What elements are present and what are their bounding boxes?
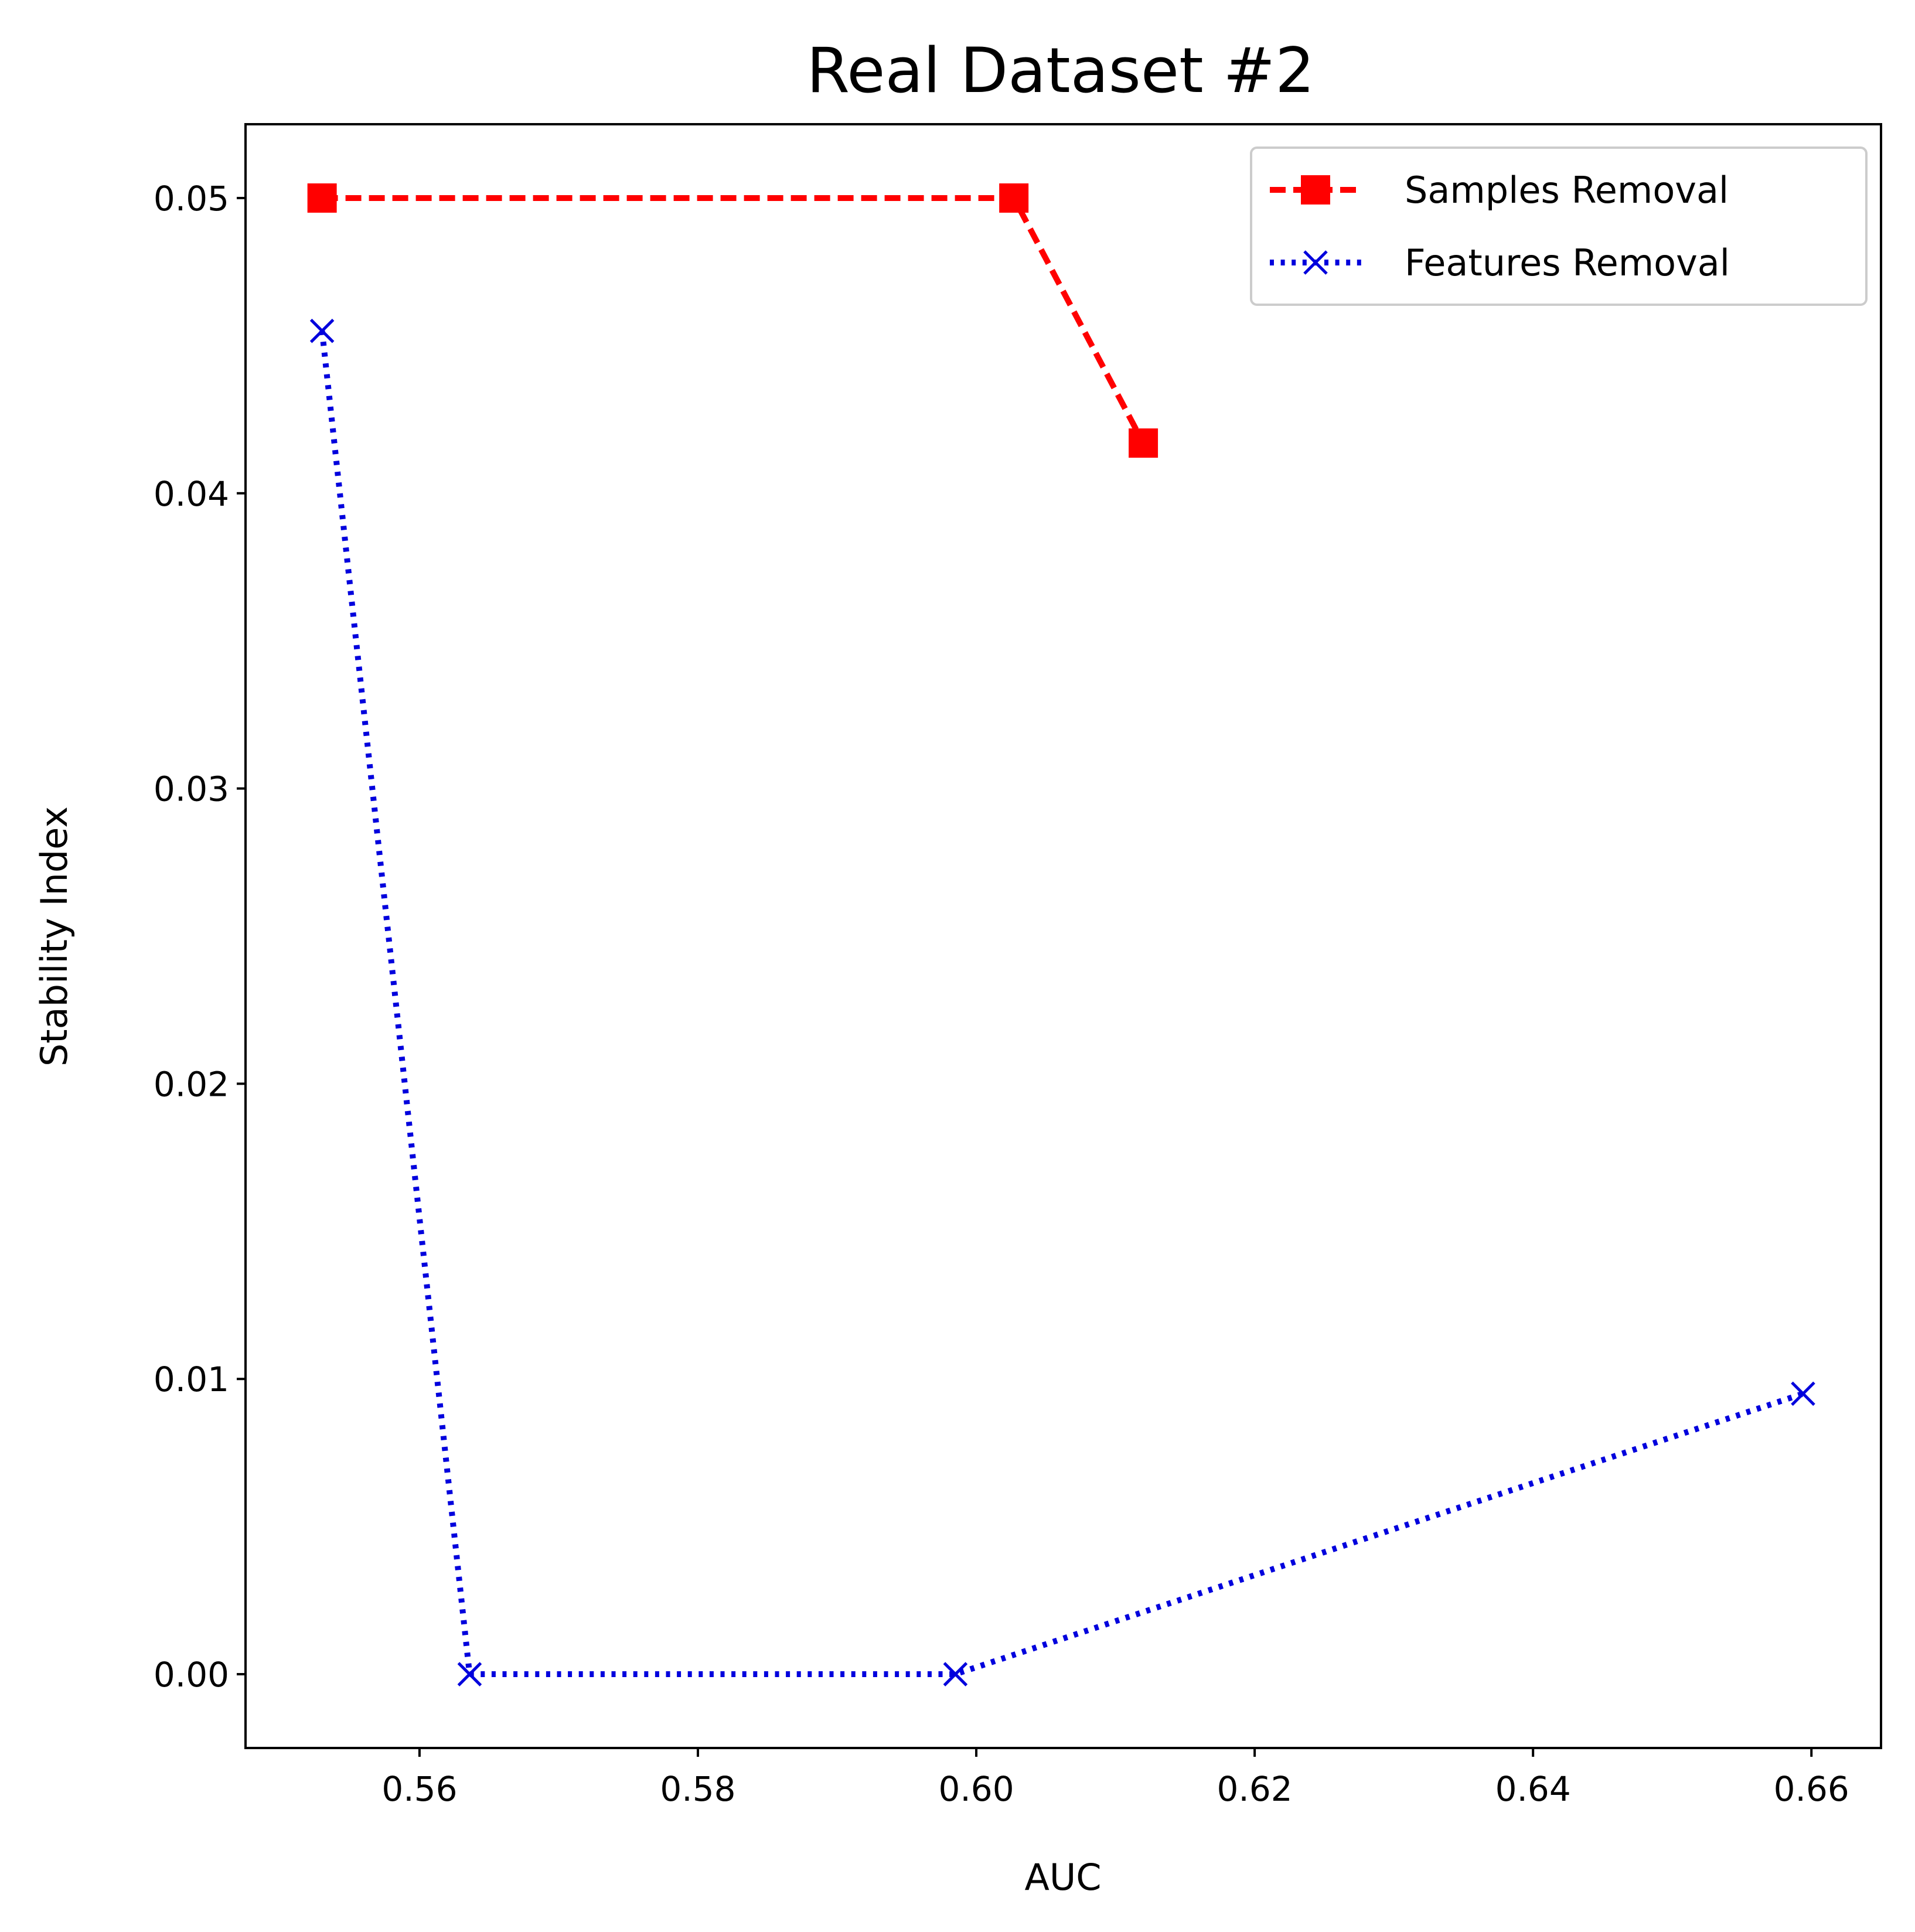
x-tick-label: 0.58 (660, 1769, 735, 1809)
axes: 0.56 0.58 0.60 0.62 0.64 0.66 0.00 0.01 0.02 0.03… (154, 179, 1849, 1809)
legend-label-2: Features Removal (1405, 241, 1730, 284)
x-tick-label: 0.66 (1774, 1769, 1849, 1809)
data-point-2 (1791, 1381, 1815, 1406)
legend-marker-2 (1303, 250, 1328, 275)
legend: Samples Removal Features Removal (1250, 146, 1868, 306)
y-tick-label: 0.01 (154, 1359, 229, 1399)
x-tick-label: 0.64 (1495, 1769, 1571, 1809)
x-tick-label: 0.62 (1217, 1769, 1293, 1809)
y-axis-label: Stability Index (33, 806, 76, 1066)
y-tick-label: 0.00 (154, 1655, 229, 1695)
data-point-2 (457, 1662, 482, 1686)
chart-title: Real Dataset #2 (806, 35, 1314, 107)
data-point-2 (943, 1662, 968, 1686)
x-axis-label: AUC (1024, 1856, 1101, 1899)
y-tick-label: 0.02 (154, 1064, 229, 1104)
plot-area (307, 183, 1815, 1686)
legend-box (1250, 146, 1868, 306)
data-point-1 (999, 183, 1029, 213)
y-tick-label: 0.04 (154, 474, 229, 514)
data-point-1 (307, 183, 337, 213)
legend-marker-1 (1301, 175, 1330, 205)
plot-frame (244, 123, 1882, 1749)
y-tick-label: 0.05 (154, 179, 229, 219)
legend-label-1: Samples Removal (1405, 169, 1729, 212)
x-tick-label: 0.56 (381, 1769, 457, 1809)
series-line-2 (319, 330, 1804, 1677)
data-point-1 (1129, 428, 1158, 458)
data-point-2 (309, 318, 335, 343)
y-tick-label: 0.03 (154, 769, 229, 809)
x-tick-label: 0.60 (938, 1769, 1014, 1809)
